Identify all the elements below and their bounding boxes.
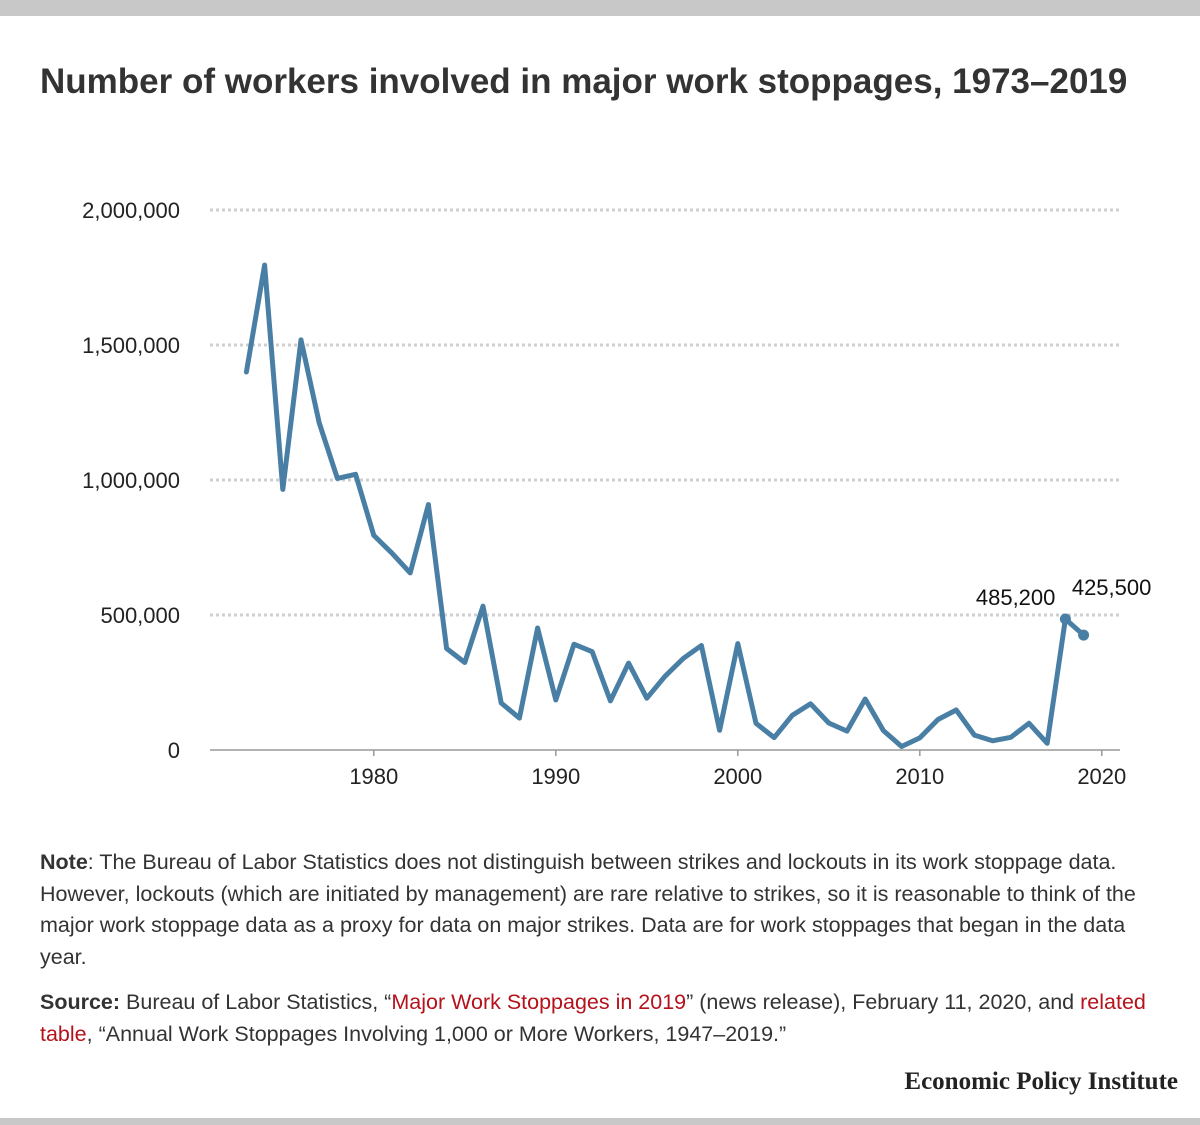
bottom-border [0,1118,1200,1125]
chart-title: Number of workers involved in major work… [40,62,1128,101]
source-link-related-table[interactable]: related table [40,990,1146,1046]
x-tick-label-2: 2000 [713,764,762,789]
source-text-3: , “Annual Work Stoppages Involving 1,000… [86,1021,787,1046]
data-point-2019 [1078,629,1090,641]
source-text-2: ” (news release), February 11, 2020, and [686,990,1081,1014]
y-tick-label-4: 2,000,000 [82,198,180,223]
series-line [243,262,1087,749]
source-text-1: Bureau of Labor Statistics, “ [120,990,392,1014]
chart-source: Source: Bureau of Labor Statistics, “Maj… [40,987,1170,1050]
y-tick-label-2: 1,000,000 [82,468,180,493]
data-label-2019: 425,500 [1072,575,1152,600]
source-link-news-release[interactable]: Major Work Stoppages in 2019 [391,990,687,1014]
x-tick-label-0: 1980 [349,764,398,789]
note-label: Note [40,850,88,874]
y-tick-label-0: 0 [168,738,180,763]
note-text: : The Bureau of Labor Statistics does no… [40,850,1136,969]
line-chart: 0 500,000 1,000,000 1,500,000 2,000,000 1980 1… [82,198,1152,789]
x-tick-label-4: 2020 [1077,764,1126,789]
source-label: Source: [40,990,121,1014]
x-tick-label-1: 1990 [531,764,580,789]
chart-note: Note: The Bureau of Labor Statistics doe… [40,847,1170,973]
y-tick-label-3: 1,500,000 [82,333,180,358]
x-tick-label-3: 2010 [895,764,944,789]
y-tick-label-1: 500,000 [100,603,180,628]
top-border [0,0,1200,16]
data-label-2018: 485,200 [976,585,1056,610]
data-point-2018 [1059,613,1071,625]
brand-logo: Economic Policy Institute [904,1068,1178,1095]
